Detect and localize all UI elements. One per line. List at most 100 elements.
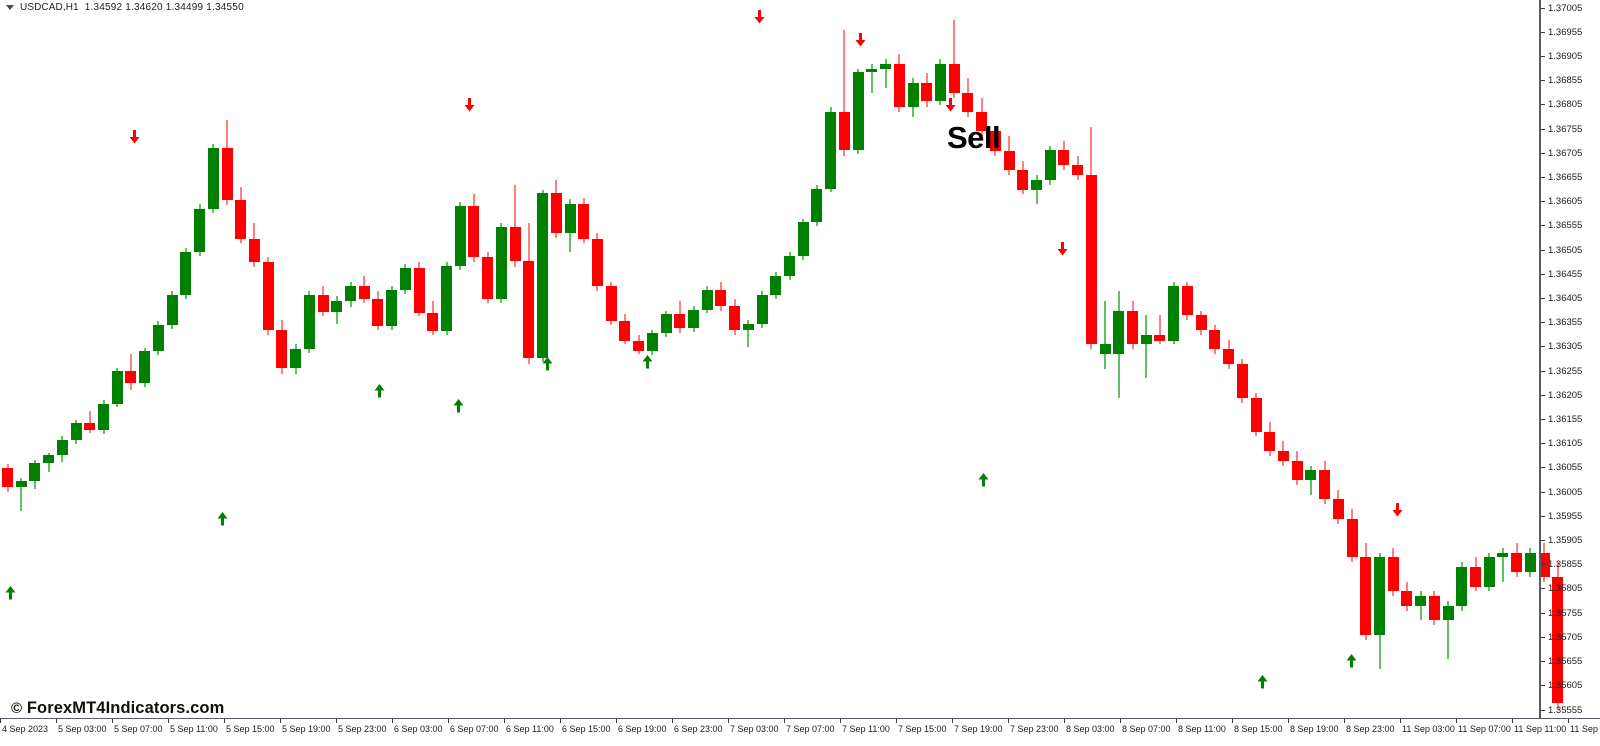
price-tick: 1.35605 (1541, 680, 1582, 691)
buy-arrow-icon (978, 473, 989, 487)
price-tick: 1.35755 (1541, 608, 1582, 619)
tick-mark (1344, 719, 1345, 723)
candle (1140, 0, 1152, 718)
candle (1085, 0, 1097, 718)
plot-area[interactable]: Sell (0, 0, 1564, 718)
time-axis[interactable]: 4 Sep 2023 5 Sep 03:00 5 Sep 07:00 5 Sep 11… (0, 718, 1600, 746)
price-axis[interactable]: 1.37005 1.36955 1.36905 1.36855 1.36805 1.367… (1539, 0, 1600, 718)
candle (1511, 0, 1523, 718)
time-tick: 6 Sep 15:00 (560, 719, 611, 746)
candle (1072, 0, 1084, 718)
price-tick: 1.36155 (1541, 414, 1582, 425)
candle-body (866, 68, 878, 73)
candle (56, 0, 68, 718)
candle (1264, 0, 1276, 718)
triangle-down-icon[interactable] (6, 4, 14, 10)
candle-wick (1447, 601, 1450, 660)
tick-mark (1541, 612, 1545, 614)
price-tick: 1.36505 (1541, 245, 1582, 256)
time-tick: 5 Sep 19:00 (280, 719, 331, 746)
candle-wick (88, 411, 91, 434)
price-tick: 1.36555 (1541, 220, 1582, 231)
price-tick-label: 1.37005 (1548, 2, 1583, 14)
candle-body (948, 63, 960, 93)
candle-body (825, 112, 837, 189)
candle-body (221, 147, 233, 201)
candle-body (399, 267, 411, 291)
time-tick: 5 Sep 07:00 (112, 719, 163, 746)
price-tick: 1.36255 (1541, 366, 1582, 377)
time-tick: 6 Sep 11:00 (504, 719, 554, 746)
tick-mark (1541, 152, 1545, 154)
candle-body (619, 321, 631, 341)
candle-body (454, 206, 466, 267)
candle (2, 0, 13, 718)
candle-body (1415, 596, 1427, 606)
buy-arrow-icon (1346, 654, 1357, 668)
time-tick-label: 5 Sep 15:00 (226, 724, 275, 734)
price-tick: 1.36855 (1541, 75, 1582, 86)
candle-wick (747, 320, 750, 348)
candle-body (262, 262, 274, 330)
candle-body (962, 92, 974, 113)
time-tick-label: 8 Sep 07:00 (1122, 724, 1171, 734)
tick-mark (1064, 719, 1065, 723)
candle-body (674, 314, 686, 328)
candle-body (729, 305, 741, 330)
candle-body (1127, 310, 1139, 345)
candle (111, 0, 123, 718)
candle-wick (1158, 315, 1161, 345)
price-tick-label: 1.35955 (1548, 510, 1583, 522)
candle (1031, 0, 1042, 718)
candle (523, 0, 535, 718)
candle-body (125, 371, 137, 384)
candle-body (331, 300, 343, 312)
tick-mark (392, 719, 393, 723)
tick-mark (896, 719, 897, 723)
price-tick-label: 1.35755 (1548, 607, 1583, 619)
time-tick-label: 6 Sep 19:00 (618, 724, 667, 734)
price-tick-label: 1.36255 (1548, 365, 1583, 377)
tick-mark (1541, 515, 1545, 517)
time-tick-label: 8 Sep 15:00 (1234, 724, 1283, 734)
candle (290, 0, 302, 718)
tick-mark (448, 719, 449, 723)
time-tick: 6 Sep 07:00 (448, 719, 499, 746)
watermark-text: ForexMT4Indicators.com (26, 699, 225, 717)
buy-arrow-icon (542, 357, 553, 371)
candle-wick (1104, 300, 1107, 369)
candle-body (564, 204, 576, 234)
candle-body (1058, 149, 1070, 166)
candle (852, 0, 864, 718)
time-tick: 7 Sep 11:00 (840, 719, 890, 746)
candle-body (934, 63, 946, 102)
candle (1236, 0, 1248, 718)
candle-wick (884, 58, 887, 88)
price-tick: 1.36605 (1541, 196, 1582, 207)
candle-body (15, 480, 27, 487)
candle-body (43, 454, 55, 463)
price-tick-label: 1.35605 (1548, 680, 1583, 692)
candle-body (1168, 286, 1180, 341)
candle (358, 0, 370, 718)
candle (784, 0, 796, 718)
tick-mark (1008, 719, 1009, 723)
candle (180, 0, 192, 718)
candle (1058, 0, 1070, 718)
tick-mark (1541, 564, 1545, 566)
candle-body (797, 222, 809, 257)
price-tick-label: 1.36605 (1548, 196, 1583, 208)
candle-wick (843, 29, 846, 156)
candle-wick (870, 63, 873, 93)
tick-mark (616, 719, 617, 723)
price-tick-label: 1.36355 (1548, 317, 1583, 329)
time-tick-label: 5 Sep 11:00 (170, 724, 218, 734)
candle (976, 0, 988, 718)
candle-body (1360, 557, 1372, 635)
candle (386, 0, 398, 718)
tick-mark (1541, 709, 1545, 711)
candle-body (688, 309, 699, 328)
time-tick: 7 Sep 19:00 (952, 719, 1003, 746)
price-tick: 1.37005 (1541, 3, 1582, 14)
candle-body (1113, 310, 1125, 355)
